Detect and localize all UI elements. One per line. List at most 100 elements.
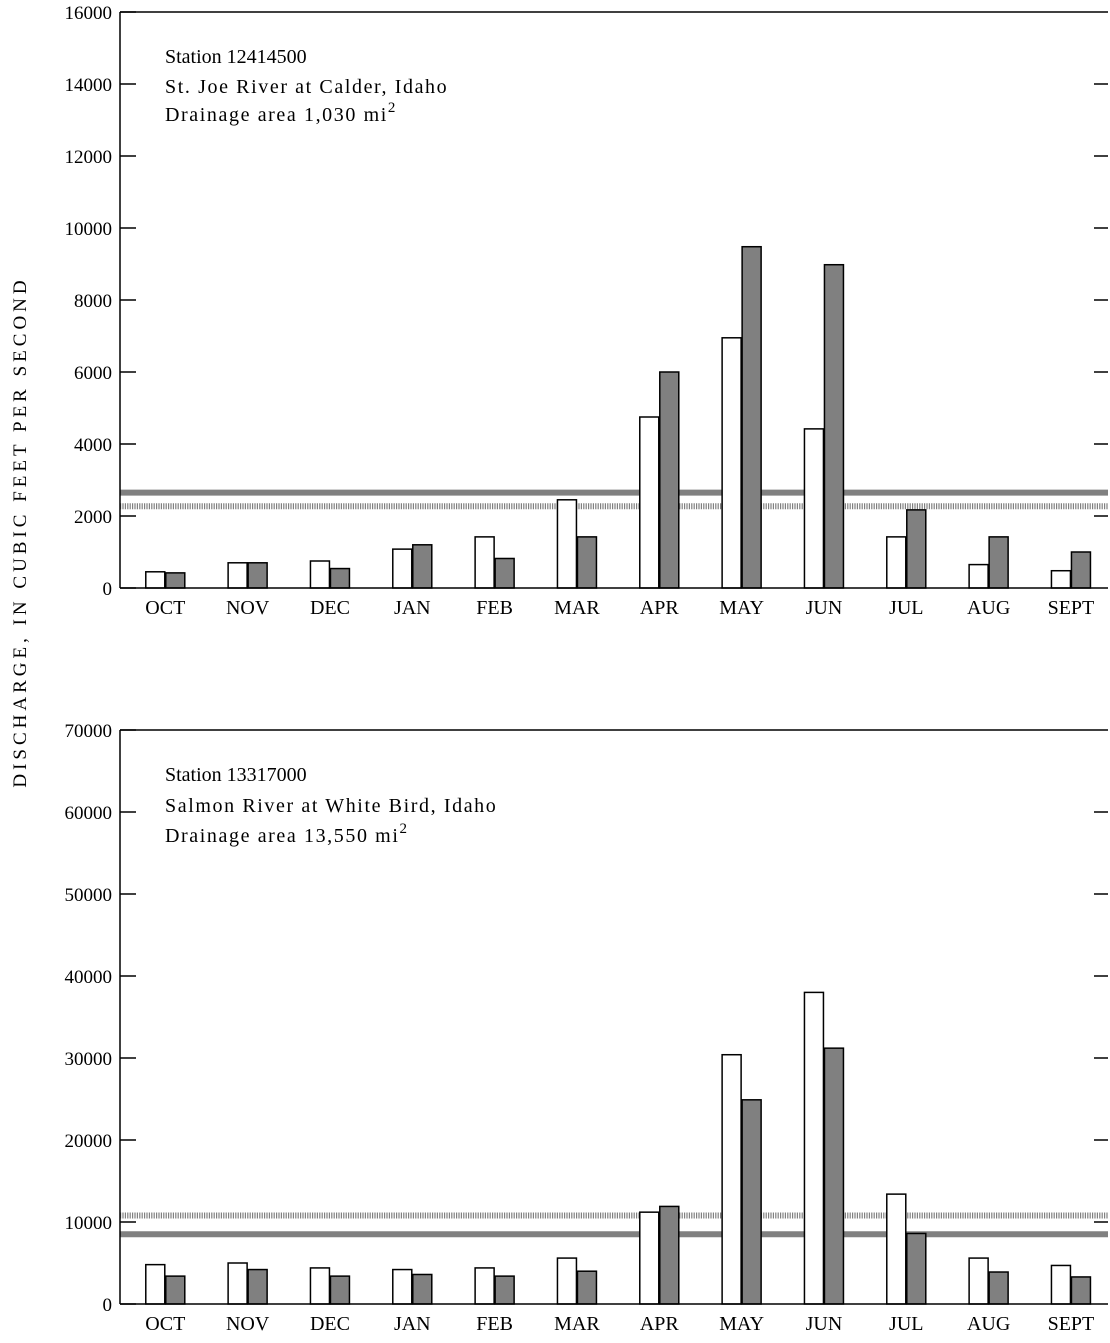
bar-open-jun bbox=[803, 991, 825, 1305]
bar-open-mar bbox=[556, 499, 578, 589]
bar-open-dec bbox=[309, 1267, 331, 1305]
y-tick-label: 10000 bbox=[65, 1213, 113, 1234]
x-tick-label: SEPT bbox=[1048, 1313, 1095, 1335]
bar-open-feb bbox=[474, 536, 495, 589]
bar-filled-jan bbox=[412, 544, 433, 589]
x-tick-label: APR bbox=[640, 597, 680, 619]
bar-open-apr bbox=[639, 1211, 660, 1305]
bar-open-dec bbox=[309, 560, 331, 589]
station-caption-line-2: Salmon River at White Bird, Idaho bbox=[165, 795, 497, 817]
bar-filled-jan bbox=[412, 1273, 433, 1305]
station-caption-line-3: Drainage area 1,030 mi2 bbox=[165, 100, 397, 126]
bar-filled-oct bbox=[165, 572, 186, 589]
y-tick-label: 40000 bbox=[65, 967, 113, 988]
bar-filled-feb bbox=[494, 1275, 515, 1305]
bar-filled-nov bbox=[247, 1268, 268, 1305]
bar-filled-nov bbox=[247, 562, 268, 589]
station-caption-line-1: Station 12414500 bbox=[165, 46, 307, 68]
chart-panel-2: OCT NOV DEC JAN FEB MAR APR MAY JUN JUL AUG SEPT 0 10… bbox=[65, 721, 1108, 1335]
bar-open-apr bbox=[639, 416, 660, 589]
x-tick-label: JUN bbox=[806, 597, 843, 619]
x-tick-label: FEB bbox=[476, 1313, 513, 1335]
bar-filled-may bbox=[741, 1099, 762, 1305]
y-tick-label: 10000 bbox=[65, 219, 113, 240]
x-tick-label: JAN bbox=[394, 1313, 431, 1335]
bar-open-feb bbox=[474, 1267, 495, 1305]
bar-filled-aug bbox=[988, 536, 1009, 589]
bar-filled-feb bbox=[494, 557, 515, 589]
x-tick-label: JAN bbox=[394, 597, 431, 619]
y-tick-label: 4000 bbox=[74, 435, 112, 456]
bar-open-sept bbox=[1050, 1264, 1072, 1305]
station-caption-line-3: Drainage area 13,550 mi2 bbox=[165, 821, 409, 847]
bar-open-oct bbox=[145, 1263, 166, 1305]
bar-filled-dec bbox=[329, 1275, 351, 1305]
x-tick-label: AUG bbox=[967, 1313, 1010, 1335]
y-tick-label: 2000 bbox=[74, 507, 112, 528]
y-tick-label: 50000 bbox=[65, 885, 113, 906]
y-tick-label: 6000 bbox=[74, 363, 112, 384]
y-tick-label: 70000 bbox=[65, 721, 113, 742]
x-tick-label: DEC bbox=[310, 1313, 350, 1335]
bar-open-may bbox=[721, 337, 742, 589]
bar-filled-jul bbox=[906, 1232, 927, 1305]
y-tick-label: 16000 bbox=[65, 3, 113, 24]
bar-filled-mar bbox=[576, 1270, 598, 1305]
x-tick-label: FEB bbox=[476, 597, 513, 619]
y-tick-label: 60000 bbox=[65, 803, 113, 824]
bar-open-mar bbox=[556, 1257, 578, 1305]
bar-open-aug bbox=[968, 1257, 989, 1305]
bar-filled-oct bbox=[165, 1275, 186, 1305]
x-tick-label: NOV bbox=[226, 597, 270, 619]
x-tick-label: JUL bbox=[889, 1313, 923, 1335]
bar-filled-may bbox=[741, 245, 762, 589]
x-tick-label: DEC bbox=[310, 597, 350, 619]
bar-open-jan bbox=[392, 548, 413, 589]
station-caption-line-2: St. Joe River at Calder, Idaho bbox=[165, 76, 448, 98]
bar-filled-dec bbox=[329, 567, 351, 589]
y-axis-label: DISCHARGE, IN CUBIC FEET PER SECOND bbox=[10, 276, 31, 787]
bar-open-jan bbox=[392, 1268, 413, 1305]
bar-filled-mar bbox=[576, 536, 598, 589]
y-tick-label: 20000 bbox=[65, 1131, 113, 1152]
bar-open-sept bbox=[1050, 569, 1072, 589]
caption-superscript: 2 bbox=[388, 100, 397, 116]
bar-filled-sept bbox=[1070, 1276, 1092, 1305]
x-tick-label: MAY bbox=[719, 1313, 764, 1335]
y-tick-label: 0 bbox=[103, 1295, 113, 1316]
y-tick-label: 30000 bbox=[65, 1049, 113, 1070]
bar-open-nov bbox=[227, 562, 248, 589]
bar-filled-aug bbox=[988, 1271, 1009, 1305]
x-tick-label: OCT bbox=[145, 1313, 185, 1335]
bar-filled-sept bbox=[1070, 551, 1092, 589]
bar-open-nov bbox=[227, 1262, 248, 1305]
bar-open-jul bbox=[886, 1193, 907, 1305]
bar-filled-jul bbox=[906, 509, 927, 589]
bar-filled-jun bbox=[823, 263, 845, 589]
bar-filled-apr bbox=[659, 1205, 680, 1305]
y-tick-label: 0 bbox=[103, 579, 113, 600]
station-caption-line-1: Station 13317000 bbox=[165, 764, 307, 786]
caption-superscript: 2 bbox=[400, 821, 409, 837]
x-tick-label: APR bbox=[640, 1313, 680, 1335]
bar-filled-jun bbox=[823, 1047, 845, 1305]
x-tick-label: JUN bbox=[806, 1313, 843, 1335]
y-tick-label: 12000 bbox=[65, 147, 113, 168]
bar-open-oct bbox=[145, 571, 166, 589]
y-tick-label: 8000 bbox=[74, 291, 112, 312]
x-tick-label: NOV bbox=[226, 1313, 270, 1335]
x-tick-label: MAY bbox=[719, 597, 764, 619]
x-tick-label: AUG bbox=[967, 597, 1010, 619]
x-tick-label: MAR bbox=[554, 597, 600, 619]
x-tick-label: SEPT bbox=[1048, 597, 1095, 619]
bar-open-may bbox=[721, 1053, 742, 1305]
bar-open-jul bbox=[886, 536, 907, 589]
bar-open-aug bbox=[968, 563, 989, 589]
bar-filled-apr bbox=[659, 371, 680, 589]
x-tick-label: MAR bbox=[554, 1313, 600, 1335]
y-tick-label: 14000 bbox=[65, 75, 113, 96]
bar-open-jun bbox=[803, 428, 825, 589]
x-tick-label: JUL bbox=[889, 597, 923, 619]
